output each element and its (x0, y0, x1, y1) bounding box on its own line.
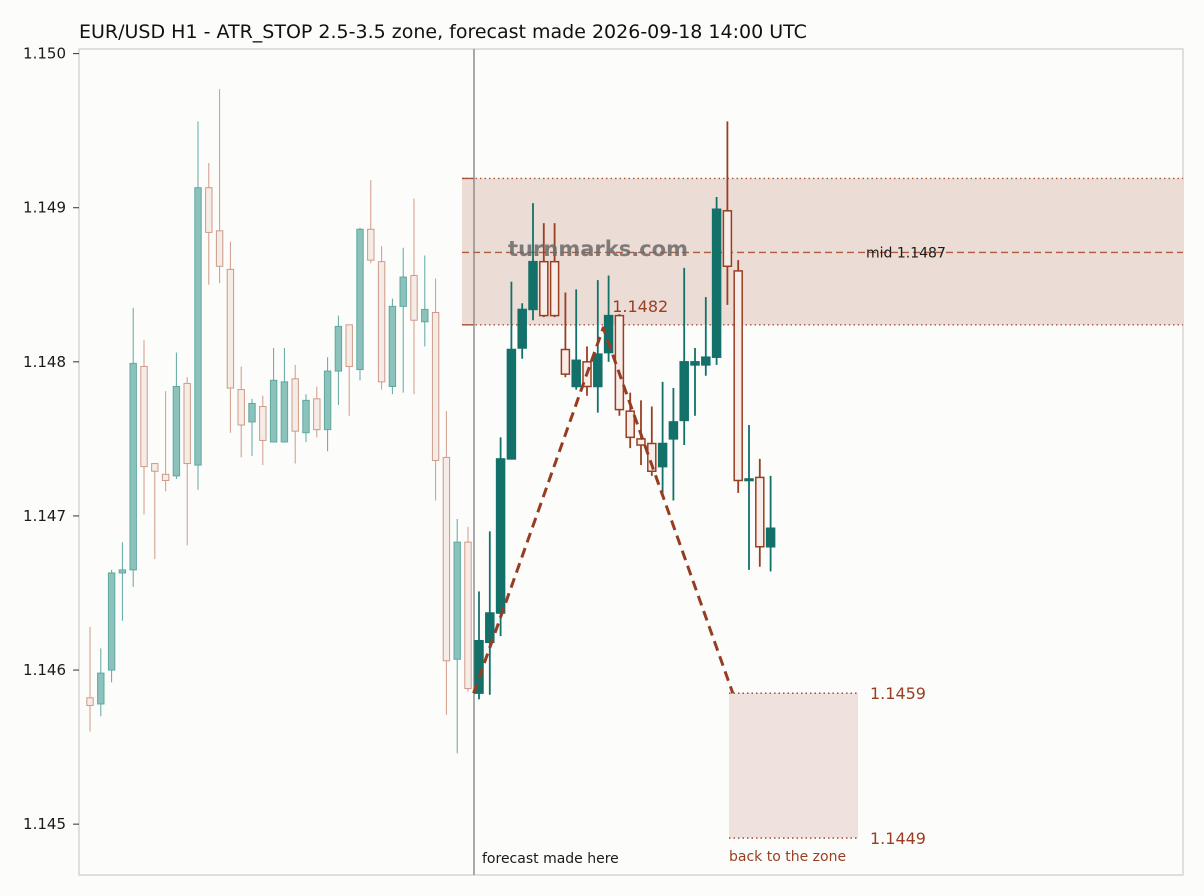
y-tick-label: 1.150 (23, 45, 66, 63)
forecast-candle-body (474, 640, 484, 694)
history-candle-body (377, 261, 386, 383)
history-candle-body (237, 389, 245, 426)
history-candle-body (118, 569, 127, 574)
history-candle-body (248, 402, 256, 423)
history-candle-body (399, 276, 407, 307)
y-tick-label: 1.149 (23, 199, 66, 217)
chart-title: EUR/USD H1 - ATR_STOP 2.5-3.5 zone, fore… (79, 21, 807, 43)
forecast-candle-body (539, 260, 549, 317)
forecast-candle-body (517, 308, 527, 349)
y-tick-label: 1.146 (23, 661, 66, 679)
forecast-candle-body (690, 361, 700, 366)
forecast-path-line (472, 326, 735, 694)
y-tick-label: 1.147 (23, 507, 66, 525)
watermark: turnmarks.com (508, 237, 688, 261)
history-candle-body (280, 381, 289, 443)
history-candle-body (194, 187, 202, 466)
history-candle-body (172, 385, 181, 477)
forecast-candle-body (571, 359, 581, 388)
forecast-candle-body (625, 410, 635, 439)
forecast-candle-body (485, 612, 495, 644)
forecast-candle-body (657, 442, 668, 468)
y-tick-label: 1.145 (23, 815, 66, 833)
history-candle-body (215, 230, 224, 267)
forecast-candle-body (636, 438, 646, 446)
history-candle-body (269, 379, 278, 443)
forecast-candle-body (528, 260, 538, 311)
atr-zone-band (462, 178, 1183, 325)
y-tick-label: 1.148 (23, 353, 66, 371)
history-candle-body (323, 370, 332, 431)
forecast-candle-body (733, 270, 743, 482)
history-candle-body (97, 672, 105, 705)
forecast-candle-body (711, 208, 722, 358)
history-candle-body (107, 572, 116, 671)
forecast-candle-body (679, 361, 689, 422)
forecast-candle-body (549, 260, 560, 317)
target-bottom-label: 1.1449 (870, 829, 926, 848)
forecast-candle-body (722, 210, 733, 268)
plot-frame (78, 48, 1184, 876)
zone-mid-label: mid 1.1487 (866, 245, 946, 261)
history-candle-body (302, 399, 310, 434)
forecast-candle-body (506, 348, 517, 460)
history-candle-body (421, 308, 429, 323)
peak-price-label: 1.1482 (612, 297, 668, 316)
history-candle-body (86, 697, 94, 706)
history-candle-body (410, 275, 418, 321)
history-candle-body (431, 312, 440, 461)
history-candle-body (183, 382, 191, 465)
forecast-candle-body (495, 458, 506, 614)
history-candle-body (464, 541, 472, 690)
forecast-candle-body (668, 421, 679, 440)
forecast-candle-body (765, 527, 776, 548)
forecast-candle-body (560, 348, 571, 375)
history-candle-body (205, 187, 213, 233)
history-candle-body (151, 463, 159, 472)
history-candle-body (129, 362, 137, 571)
history-candle-body (345, 324, 353, 367)
forecast-candle-body (755, 476, 765, 548)
target-top-label: 1.1459 (870, 684, 926, 703)
divider-label: forecast made here (482, 851, 619, 867)
forecast-candle-body (744, 478, 754, 482)
forecast-candle-body (647, 442, 657, 472)
history-candle-body (291, 378, 299, 432)
history-candle-body (161, 473, 170, 481)
history-candle-body (140, 365, 148, 468)
history-candle-body (334, 325, 343, 372)
target-zone-caption: back to the zone (729, 849, 846, 865)
history-candle-body (388, 305, 397, 387)
history-candle-body (226, 268, 235, 389)
history-candle-body (259, 406, 267, 441)
history-candle-body (442, 456, 451, 662)
history-candle-body (313, 398, 321, 431)
plot-area: 1.145 1.146 1.147 1.148 1.149 1.150 turnmarks.… (23, 45, 1184, 876)
history-candle-body (453, 541, 461, 660)
target-zone-box (729, 693, 858, 839)
history-candle-body (367, 228, 375, 261)
forecast-candle-body (701, 356, 711, 366)
forecast-candle-body (593, 353, 603, 388)
history-candle-body (356, 228, 364, 371)
